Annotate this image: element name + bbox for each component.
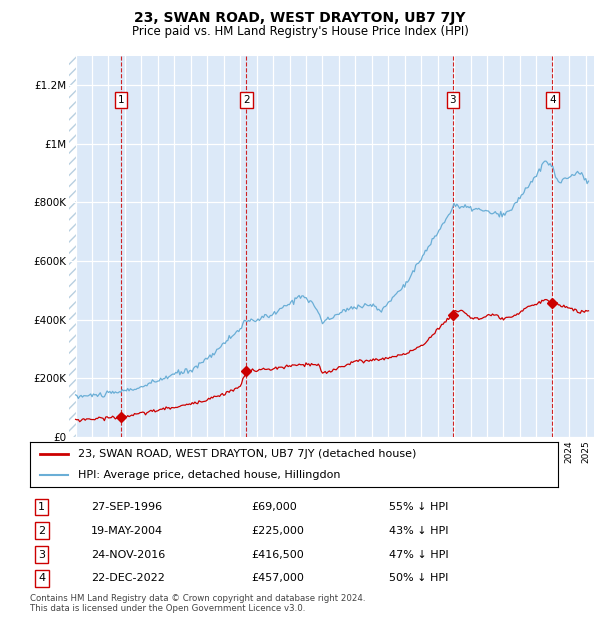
Text: 24-NOV-2016: 24-NOV-2016 xyxy=(91,549,165,559)
Text: 47% ↓ HPI: 47% ↓ HPI xyxy=(389,549,449,559)
Text: £416,500: £416,500 xyxy=(252,549,305,559)
Bar xyxy=(69,56,77,437)
Text: 2: 2 xyxy=(38,526,45,536)
Text: 4: 4 xyxy=(549,95,556,105)
Text: 55% ↓ HPI: 55% ↓ HPI xyxy=(389,502,448,512)
Text: 3: 3 xyxy=(38,549,45,559)
Text: 19-MAY-2004: 19-MAY-2004 xyxy=(91,526,163,536)
Text: 50% ↓ HPI: 50% ↓ HPI xyxy=(389,574,448,583)
Text: 4: 4 xyxy=(38,574,45,583)
Text: Contains HM Land Registry data © Crown copyright and database right 2024.
This d: Contains HM Land Registry data © Crown c… xyxy=(30,594,365,613)
Text: 43% ↓ HPI: 43% ↓ HPI xyxy=(389,526,449,536)
Text: 1: 1 xyxy=(118,95,124,105)
Text: £225,000: £225,000 xyxy=(252,526,305,536)
Text: 27-SEP-1996: 27-SEP-1996 xyxy=(91,502,162,512)
Text: 1: 1 xyxy=(38,502,45,512)
Text: £457,000: £457,000 xyxy=(252,574,305,583)
Text: £69,000: £69,000 xyxy=(252,502,298,512)
Text: 23, SWAN ROAD, WEST DRAYTON, UB7 7JY: 23, SWAN ROAD, WEST DRAYTON, UB7 7JY xyxy=(134,11,466,25)
Text: 23, SWAN ROAD, WEST DRAYTON, UB7 7JY (detached house): 23, SWAN ROAD, WEST DRAYTON, UB7 7JY (de… xyxy=(77,449,416,459)
Text: 22-DEC-2022: 22-DEC-2022 xyxy=(91,574,164,583)
Text: HPI: Average price, detached house, Hillingdon: HPI: Average price, detached house, Hill… xyxy=(77,469,340,480)
Text: Price paid vs. HM Land Registry's House Price Index (HPI): Price paid vs. HM Land Registry's House … xyxy=(131,25,469,38)
Text: 2: 2 xyxy=(243,95,250,105)
Text: 3: 3 xyxy=(449,95,456,105)
